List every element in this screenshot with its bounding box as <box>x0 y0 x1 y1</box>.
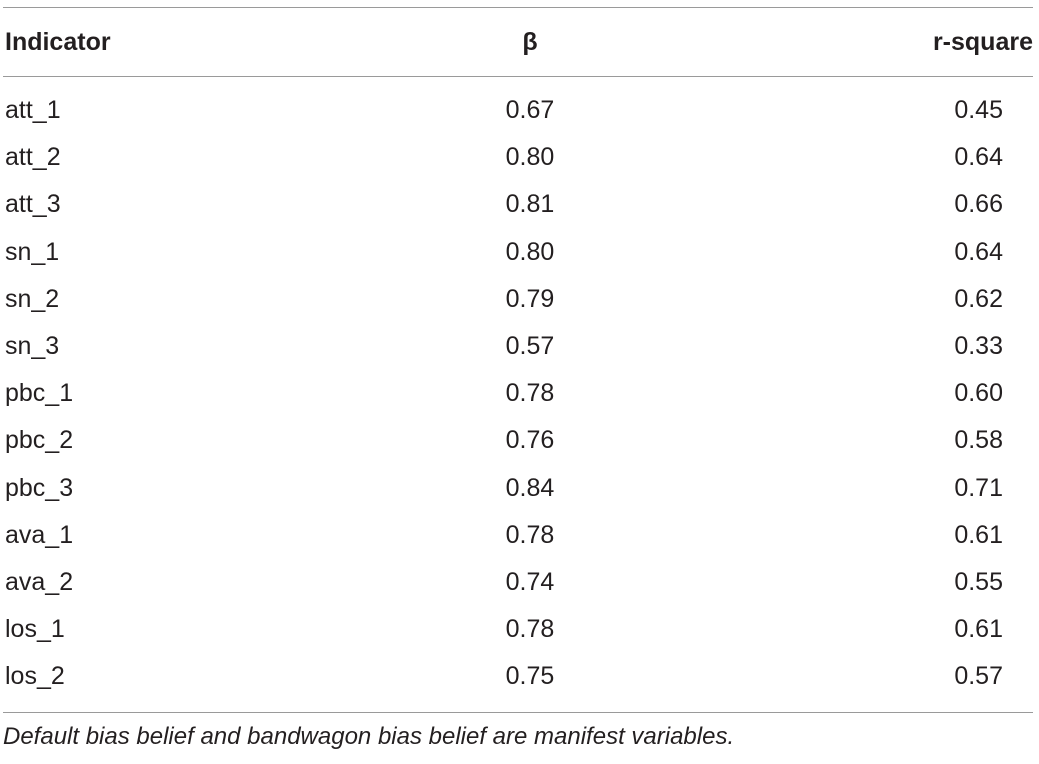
bottom-rule <box>3 712 1033 714</box>
indicator-cell: sn_1 <box>5 237 60 266</box>
r-square-cell: 0.64 <box>954 237 1003 266</box>
r-square-cell: 0.62 <box>954 284 1003 313</box>
table-row: sn_3 0.57 0.33 <box>3 323 1033 370</box>
r-square-cell: 0.64 <box>954 143 1003 172</box>
beta-cell: 0.80 <box>505 143 555 172</box>
r-square-cell: 0.66 <box>954 190 1003 219</box>
indicator-cell: sn_3 <box>5 332 60 361</box>
table-row: att_3 0.81 0.66 <box>3 181 1033 228</box>
indicator-cell: att_3 <box>5 190 61 219</box>
indicator-cell: sn_2 <box>5 284 60 313</box>
indicator-cell: ava_1 <box>5 520 74 549</box>
beta-cell: 0.78 <box>505 520 555 549</box>
header-rule <box>3 76 1033 77</box>
indicator-cell: att_2 <box>5 143 61 172</box>
table-body: att_1 0.67 0.45 att_2 0.80 0.64 att_3 0.81 0.66 s… <box>3 77 1033 712</box>
top-rule <box>3 7 1033 8</box>
table-row: pbc_3 0.84 0.71 <box>3 465 1033 512</box>
table-header: Indicator β r-square <box>3 8 1033 76</box>
table-row: sn_1 0.80 0.64 <box>3 229 1033 276</box>
beta-cell: 0.84 <box>505 473 555 502</box>
table-footnote: Default bias belief and bandwagon bias b… <box>3 723 735 751</box>
table-row: ava_1 0.78 0.61 <box>3 512 1033 559</box>
data-table: Indicator β r-square att_1 0.67 0.45 att_2 0… <box>3 0 1033 751</box>
r-square-cell: 0.61 <box>954 520 1003 549</box>
beta-cell: 0.74 <box>505 567 555 596</box>
beta-cell: 0.57 <box>505 332 555 361</box>
indicator-cell: los_1 <box>5 615 65 644</box>
header-indicator: Indicator <box>5 27 111 56</box>
r-square-cell: 0.45 <box>954 96 1003 125</box>
r-square-cell: 0.58 <box>954 426 1003 455</box>
table-row: ava_2 0.74 0.55 <box>3 559 1033 606</box>
indicator-cell: pbc_2 <box>5 426 74 455</box>
beta-cell: 0.81 <box>505 190 555 219</box>
header-r-square: r-square <box>932 27 1033 56</box>
beta-cell: 0.67 <box>505 96 555 125</box>
table-row: los_1 0.78 0.61 <box>3 606 1033 653</box>
beta-cell: 0.78 <box>505 615 555 644</box>
beta-cell: 0.76 <box>505 426 555 455</box>
table-row: los_2 0.75 0.57 <box>3 653 1033 700</box>
table-row: pbc_2 0.76 0.58 <box>3 417 1033 464</box>
indicator-cell: pbc_1 <box>5 379 74 408</box>
indicator-cell: ava_2 <box>5 567 74 596</box>
header-beta: β <box>522 27 538 56</box>
table-row: sn_2 0.79 0.62 <box>3 276 1033 323</box>
r-square-cell: 0.57 <box>954 662 1003 691</box>
table-row: att_2 0.80 0.64 <box>3 134 1033 181</box>
indicator-cell: pbc_3 <box>5 473 74 502</box>
table-row: pbc_1 0.78 0.60 <box>3 370 1033 417</box>
beta-cell: 0.75 <box>505 662 555 691</box>
beta-cell: 0.80 <box>505 237 555 266</box>
r-square-cell: 0.33 <box>954 332 1003 361</box>
beta-cell: 0.78 <box>505 379 555 408</box>
r-square-cell: 0.61 <box>954 615 1003 644</box>
r-square-cell: 0.55 <box>954 567 1003 596</box>
r-square-cell: 0.71 <box>954 473 1003 502</box>
indicator-cell: los_2 <box>5 662 65 691</box>
table-row: att_1 0.67 0.45 <box>3 87 1033 134</box>
beta-cell: 0.79 <box>505 284 555 313</box>
r-square-cell: 0.60 <box>954 379 1003 408</box>
indicator-cell: att_1 <box>5 96 61 125</box>
